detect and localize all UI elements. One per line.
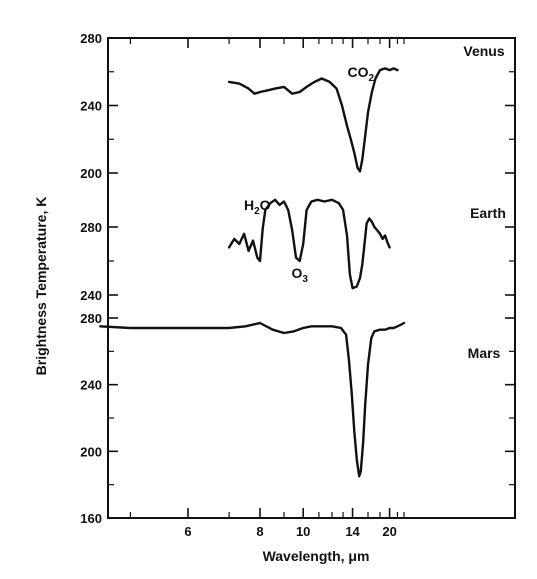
- y-tick-label-venus-200: 200: [80, 166, 102, 181]
- y-tick-label-mars-280: 280: [80, 311, 102, 326]
- y-tick-label-venus-240: 240: [80, 99, 102, 114]
- y-tick-label-venus-280: 280: [80, 31, 102, 46]
- x-tick-label-14: 14: [345, 524, 360, 539]
- y-tick-label-earth-240: 240: [80, 288, 102, 303]
- plot-frame: [107, 37, 516, 519]
- x-axis-label: Wavelength, μm: [263, 548, 370, 564]
- series-label-earth: Earth: [470, 205, 506, 221]
- series-label-mars: Mars: [468, 345, 501, 361]
- y-tick-label-mars-160: 160: [80, 511, 102, 526]
- y-axis-label: Brightness Temperature, K: [33, 197, 49, 376]
- series-lines: [99, 67, 406, 478]
- annotation-h2o: H2O: [244, 197, 271, 217]
- annotation-co2: CO2: [348, 64, 375, 84]
- series-line-mars: [99, 321, 406, 478]
- series-line-earth: [227, 198, 391, 290]
- y-tick-label-mars-200: 200: [80, 444, 102, 459]
- x-tick-label-6: 6: [184, 524, 191, 539]
- series-label-venus: Venus: [463, 43, 504, 59]
- y-tick-label-earth-280: 280: [80, 220, 102, 235]
- x-tick-label-10: 10: [296, 524, 310, 539]
- x-tick-label-8: 8: [256, 524, 263, 539]
- series-line-venus: [227, 67, 399, 173]
- x-tick-label-20: 20: [382, 524, 396, 539]
- y-tick-label-mars-240: 240: [80, 378, 102, 393]
- annotation-o3: O3: [291, 265, 308, 285]
- plot-border: [107, 37, 516, 519]
- chart-labels: 6 8 10 14 20 200 240 280 Venus CO2 240 280 Earth H2O O…: [80, 31, 506, 539]
- axis-ticks: [108, 37, 515, 519]
